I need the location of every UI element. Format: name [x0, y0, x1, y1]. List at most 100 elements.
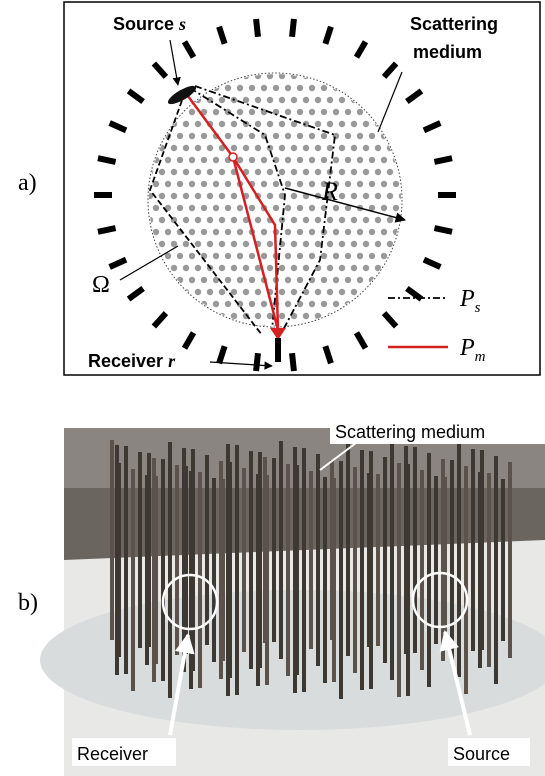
- scatterer: [266, 74, 274, 80]
- transducer: [97, 225, 117, 235]
- source-label: Source: [453, 744, 510, 764]
- scatterer: [368, 156, 376, 164]
- transducer: [381, 311, 399, 329]
- scatterer: [338, 288, 346, 296]
- rod: [434, 476, 438, 644]
- leader: [169, 39, 181, 86]
- scatterer: [182, 264, 190, 272]
- scatterer: [218, 120, 226, 128]
- path-m: [231, 156, 280, 331]
- scatterer: [290, 288, 298, 296]
- scatterer: [176, 180, 184, 188]
- scatterer: [386, 192, 394, 200]
- path-m: [183, 91, 280, 331]
- scatterer: [254, 216, 262, 224]
- scatterer: [374, 144, 382, 152]
- scatterer: [206, 288, 214, 296]
- scatterer: [350, 264, 358, 272]
- rod: [161, 459, 165, 681]
- scatterer: [218, 288, 226, 296]
- scatterer: [368, 252, 376, 260]
- scatterer: [386, 168, 394, 176]
- scatterer: [260, 156, 268, 164]
- medium-label: Scattering: [410, 14, 498, 34]
- scatterer: [152, 228, 160, 236]
- scatterer: [158, 216, 166, 224]
- transducer: [353, 40, 369, 59]
- scatterer: [158, 240, 166, 248]
- rod: [302, 448, 306, 692]
- scatterer: [248, 252, 256, 260]
- scatterer: [290, 240, 298, 248]
- rod: [487, 473, 491, 667]
- scatterer: [380, 252, 388, 260]
- scatterer: [272, 204, 280, 212]
- scatterer: [224, 300, 232, 308]
- rod: [420, 470, 424, 670]
- rod: [478, 472, 482, 668]
- scatterer: [350, 144, 358, 152]
- rod: [256, 474, 260, 686]
- scatterer: [272, 108, 280, 116]
- scatterer: [266, 144, 274, 152]
- scatterer: [290, 312, 298, 320]
- scatterer: [368, 204, 376, 212]
- scatterer: [302, 216, 310, 224]
- rod: [272, 458, 276, 642]
- legend-label: Pm: [459, 335, 486, 365]
- rod: [309, 471, 313, 649]
- scatterer: [344, 276, 352, 284]
- scatterer: [236, 228, 244, 236]
- scatterer: [170, 240, 178, 248]
- scatterer: [362, 168, 370, 176]
- scatterer: [278, 144, 286, 152]
- rod: [152, 458, 156, 682]
- scatterer: [326, 120, 334, 128]
- rod: [339, 461, 343, 699]
- scatterer: [152, 180, 160, 188]
- transducer: [353, 331, 369, 350]
- scatterer: [248, 204, 256, 212]
- scatterer: [380, 228, 388, 236]
- transducer: [151, 61, 169, 79]
- rod: [205, 455, 209, 645]
- scatterer: [380, 156, 388, 164]
- rod: [494, 456, 498, 684]
- scatterer: [350, 240, 358, 248]
- scatterer: [149, 192, 154, 200]
- scatterer: [344, 228, 352, 236]
- scatterer: [230, 216, 238, 224]
- scatterer: [194, 144, 202, 152]
- scatterer: [326, 216, 334, 224]
- scatterer: [182, 240, 190, 248]
- receiver-label: Receiver: [77, 744, 148, 764]
- scatterer: [188, 156, 196, 164]
- rod: [138, 452, 142, 648]
- receiver-element: [275, 338, 281, 362]
- scatterer: [230, 192, 238, 200]
- scatterer: [200, 276, 208, 284]
- rod: [110, 440, 114, 640]
- rod: [471, 449, 475, 651]
- rod: [115, 445, 119, 675]
- scatterer: [266, 312, 274, 320]
- scatterer: [236, 132, 244, 140]
- scatterer: [188, 108, 196, 116]
- scatterer: [266, 240, 274, 248]
- scatter-point: [228, 152, 238, 162]
- transducer: [181, 40, 197, 59]
- scatterer: [182, 216, 190, 224]
- leader: [377, 71, 403, 133]
- scatterer: [326, 192, 334, 200]
- transducer: [151, 311, 169, 329]
- scatterer: [230, 288, 238, 296]
- source-element: [167, 85, 197, 105]
- scatterer: [398, 192, 401, 200]
- scatterer: [254, 264, 262, 272]
- scatterer: [278, 96, 286, 104]
- scatterer: [254, 312, 262, 320]
- scatterer: [194, 120, 202, 128]
- scatterer: [290, 120, 298, 128]
- scatterer: [188, 180, 196, 188]
- rod: [390, 440, 394, 680]
